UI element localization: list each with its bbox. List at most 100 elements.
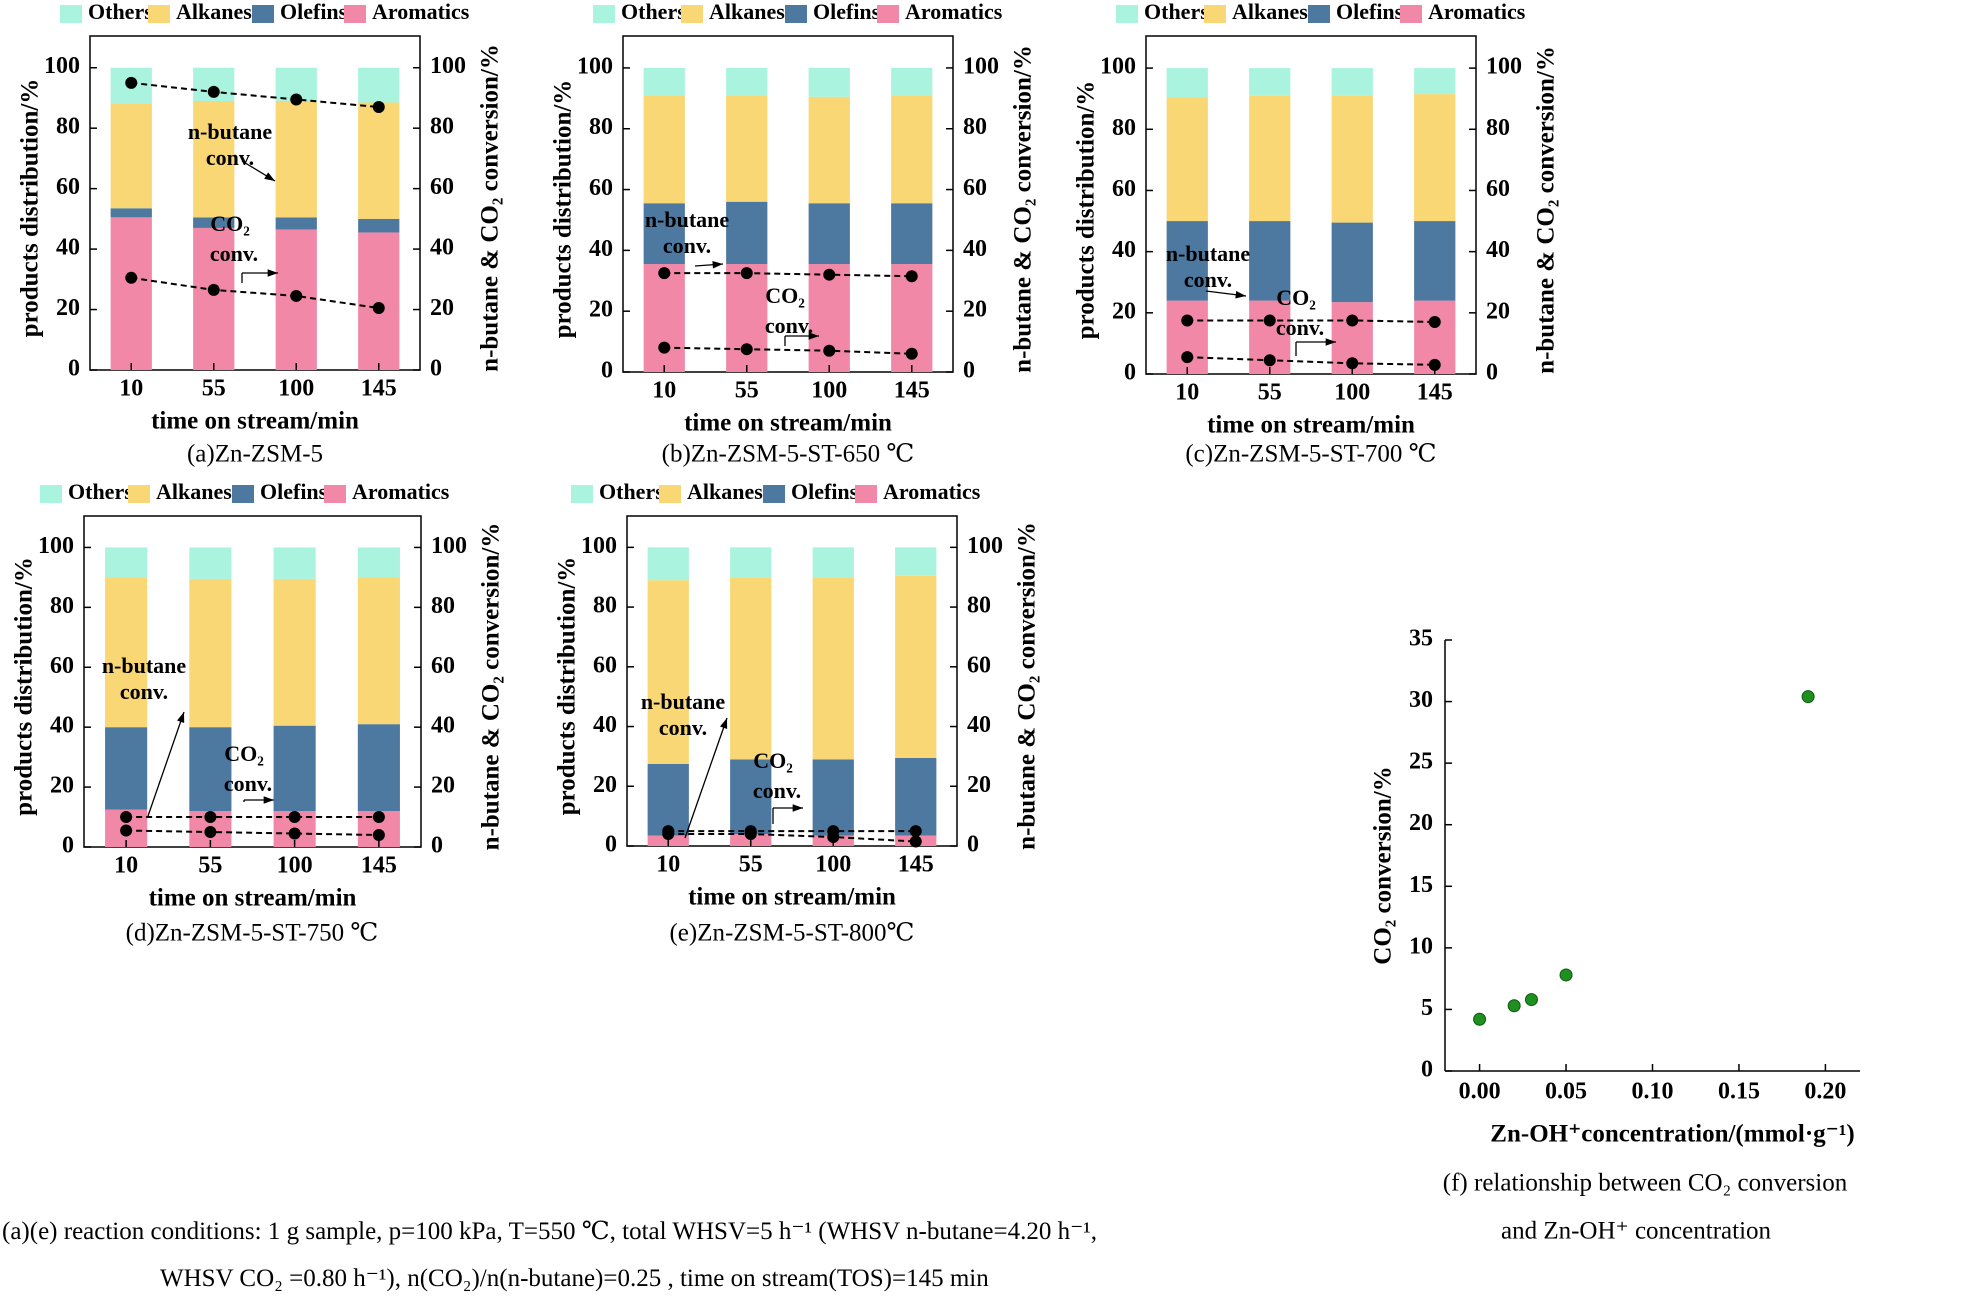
y2-tick-label: 0 <box>963 358 975 384</box>
bar-olefins-55 <box>726 201 768 265</box>
y2-tick-label: 40 <box>963 236 987 262</box>
bar-aromatics-145 <box>358 232 400 370</box>
y2-axis-title: n-butane & CO₂ conversion/% <box>478 523 505 851</box>
y-axis-title: CO₂ conversion/% <box>1370 766 1397 964</box>
y2-axis-title: n-butane & CO₂ conversion/% <box>1010 45 1037 373</box>
x-tick-label: 55 <box>1258 380 1282 406</box>
conversion-point <box>740 343 753 356</box>
legend-swatch-olefins <box>252 5 274 23</box>
legend-label-aromatics: Aromatics <box>905 0 1003 24</box>
y-tick-label: 15 <box>1409 872 1433 898</box>
conversion-point <box>827 831 840 844</box>
y2-tick-label: 0 <box>1486 360 1498 386</box>
y-tick-label: 20 <box>589 297 613 323</box>
chart-a: Others Alkanes Olefins Aromatics 0 0 20 20 40 40 6… <box>17 0 504 468</box>
x-tick-label: 10 <box>119 376 143 402</box>
y-tick-label: 60 <box>50 653 74 679</box>
plot-frame <box>622 35 954 373</box>
y-tick-label: 0 <box>1124 360 1136 386</box>
y-tick-label: 100 <box>581 533 617 559</box>
annotation-co2-conv: conv. <box>224 771 272 796</box>
legend-label-aromatics: Aromatics <box>372 0 470 24</box>
conversion-line-nbutane <box>664 272 912 278</box>
conversion-point <box>204 826 217 839</box>
legend-label-olefins: Olefins <box>260 479 328 504</box>
bar-olefins-10 <box>643 203 685 265</box>
conversion-point <box>1181 314 1194 327</box>
legend-swatch-olefins <box>232 485 254 503</box>
x-tick-label: 55 <box>202 376 226 402</box>
plot-frame <box>83 515 422 848</box>
y2-tick-label: 0 <box>431 833 443 859</box>
x-tick-label: 0.00 <box>1459 1079 1501 1105</box>
x-tick-label: 100 <box>1334 380 1370 406</box>
panel-caption: (c)Zn-ZSM-5-ST-700 ℃ <box>1185 441 1436 468</box>
annotation-co2-arrow-head <box>267 269 278 277</box>
footnote-line-2: WHSV CO₂ =0.80 h⁻¹), n(CO₂)/n(n-butane)=… <box>160 1265 989 1292</box>
y-axis-title: products distribution/% <box>11 557 38 816</box>
bar-alkanes-100 <box>275 100 317 218</box>
y-tick-label: 80 <box>56 114 80 140</box>
x-axis-title: time on stream/min <box>688 884 896 911</box>
conversion-line-nbutane <box>1187 319 1435 323</box>
y2-tick-label: 60 <box>1486 176 1510 202</box>
conversion-point <box>744 828 757 841</box>
y-tick-label: 0 <box>68 356 80 382</box>
x-axis-title: time on stream/min <box>1207 412 1415 439</box>
conversion-point <box>823 268 836 281</box>
y2-tick-label: 20 <box>1486 298 1510 324</box>
x-tick-label: 55 <box>739 852 763 878</box>
x-axis-title: time on stream/min <box>684 410 892 437</box>
conversion-point <box>909 825 922 838</box>
plot-frame <box>626 515 958 847</box>
y2-tick-label: 80 <box>963 114 987 140</box>
y-tick-label: 0 <box>62 833 74 859</box>
legend-label-others: Others <box>599 479 664 504</box>
legend-swatch-others <box>593 5 615 23</box>
legend-swatch-alkanes <box>128 485 150 503</box>
y-tick-label: 100 <box>44 53 80 79</box>
legend-label-alkanes: Alkanes <box>156 479 232 504</box>
conversion-point <box>288 827 301 840</box>
conversion-point <box>288 811 301 824</box>
y-tick-label: 25 <box>1409 749 1433 775</box>
x-tick-label: 0.10 <box>1632 1079 1674 1105</box>
bar-others-10 <box>647 547 689 581</box>
bar-alkanes-10 <box>647 580 689 764</box>
x-tick-label: 10 <box>656 852 680 878</box>
annotation-co2: CO₂ <box>1276 285 1316 310</box>
x-tick-label: 145 <box>1417 380 1453 406</box>
bar-others-55 <box>726 67 768 96</box>
annotation-nbutane-conv: conv. <box>120 679 168 704</box>
legend-swatch-olefins <box>785 5 807 23</box>
conversion-line-co2 <box>126 829 379 837</box>
bar-others-100 <box>273 547 316 579</box>
conversion-point <box>905 347 918 360</box>
y2-tick-label: 80 <box>1486 115 1510 141</box>
conversion-point <box>823 344 836 357</box>
annotation-co2-arrow-head <box>1325 338 1336 346</box>
conversion-point <box>1263 314 1276 327</box>
legend-label-others: Others <box>68 479 133 504</box>
annotation-nbutane-arrow-head <box>720 718 728 729</box>
conversion-point <box>290 289 303 302</box>
y-tick-label: 60 <box>589 175 613 201</box>
scatter-point <box>1524 993 1538 1007</box>
legend: Others Alkanes Olefins Aromatics <box>593 0 1003 24</box>
x-tick-label: 0.05 <box>1545 1079 1587 1105</box>
legend-label-others: Others <box>621 0 686 24</box>
bar-alkanes-145 <box>891 95 933 204</box>
y2-tick-label: 60 <box>431 653 455 679</box>
conversion-point <box>1346 314 1359 327</box>
bar-alkanes-145 <box>895 575 937 758</box>
legend-swatch-aromatics <box>877 5 899 23</box>
legend-swatch-alkanes <box>1204 5 1226 23</box>
conversion-point <box>120 824 133 837</box>
y2-tick-label: 20 <box>431 773 455 799</box>
conversion-point <box>290 93 303 106</box>
annotation-nbutane-arrow-head <box>177 712 185 723</box>
conversion-point <box>1263 354 1276 367</box>
bar-others-145 <box>358 67 400 103</box>
y-tick-label: 20 <box>1112 298 1136 324</box>
